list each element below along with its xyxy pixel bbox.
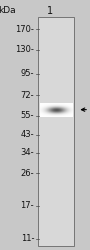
Text: 95-: 95- — [21, 70, 34, 78]
Text: 170-: 170- — [15, 25, 34, 34]
Text: 17-: 17- — [21, 201, 34, 210]
Text: 11-: 11- — [21, 234, 34, 244]
Text: 72-: 72- — [21, 91, 34, 100]
Bar — [38, 17, 74, 246]
Text: 1: 1 — [47, 6, 53, 16]
Text: 55-: 55- — [21, 111, 34, 120]
Text: kDa: kDa — [0, 6, 16, 15]
Text: 130-: 130- — [15, 46, 34, 54]
Text: 26-: 26- — [21, 169, 34, 178]
Text: 34-: 34- — [21, 148, 34, 157]
Text: 43-: 43- — [21, 130, 34, 139]
